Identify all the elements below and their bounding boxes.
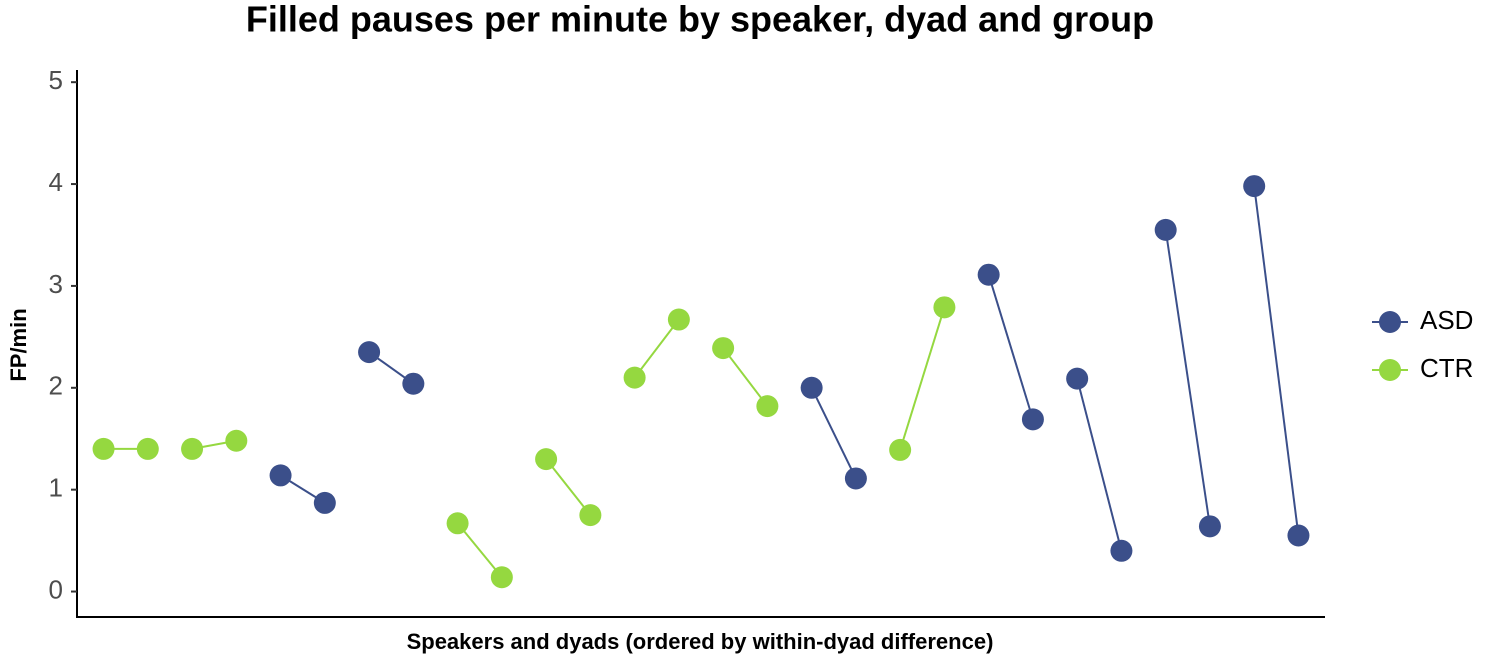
point (712, 337, 735, 360)
dyad-line (987, 274, 1034, 420)
dyad-line (1076, 378, 1123, 552)
point (402, 372, 425, 395)
chart-title: Filled pauses per minute by speaker, dya… (246, 0, 1154, 40)
dyad-line (722, 347, 769, 407)
legend-marker (1379, 311, 1401, 333)
point (756, 395, 779, 418)
point (579, 504, 602, 527)
dyad-line (899, 307, 946, 451)
point (1287, 524, 1310, 547)
legend-label: ASD (1420, 305, 1473, 335)
point (933, 296, 956, 319)
dyad-line (810, 387, 857, 479)
point (1243, 175, 1266, 198)
point (269, 464, 292, 487)
dyad-line (545, 458, 592, 516)
point (313, 491, 336, 514)
point (181, 437, 204, 460)
dyad-line (456, 522, 503, 578)
x-axis-label: Speakers and dyads (ordered by within-dy… (407, 629, 994, 654)
dyad-line (1164, 229, 1211, 527)
point (1021, 408, 1044, 431)
legend-marker (1379, 359, 1401, 381)
point (446, 512, 469, 535)
point (136, 437, 159, 460)
point (800, 376, 823, 399)
y-tick-label: 3 (49, 269, 63, 299)
point (92, 437, 115, 460)
point (225, 429, 248, 452)
y-axis-label: FP/min (6, 308, 31, 381)
point (889, 438, 912, 461)
point (977, 263, 1000, 286)
point (490, 566, 513, 589)
y-tick-label: 5 (49, 65, 63, 95)
point (623, 366, 646, 389)
point (1066, 367, 1089, 390)
point (667, 308, 690, 331)
point (1198, 515, 1221, 538)
point (358, 341, 381, 364)
dyad-line (633, 318, 680, 379)
dyad-line (1253, 185, 1300, 536)
y-tick-label: 0 (49, 574, 63, 604)
y-tick-label: 4 (49, 167, 63, 197)
y-tick-label: 1 (49, 473, 63, 503)
y-tick-label: 2 (49, 371, 63, 401)
point (1110, 539, 1133, 562)
legend-label: CTR (1420, 353, 1473, 383)
point (1154, 218, 1177, 241)
point (535, 448, 558, 471)
point (844, 467, 867, 490)
